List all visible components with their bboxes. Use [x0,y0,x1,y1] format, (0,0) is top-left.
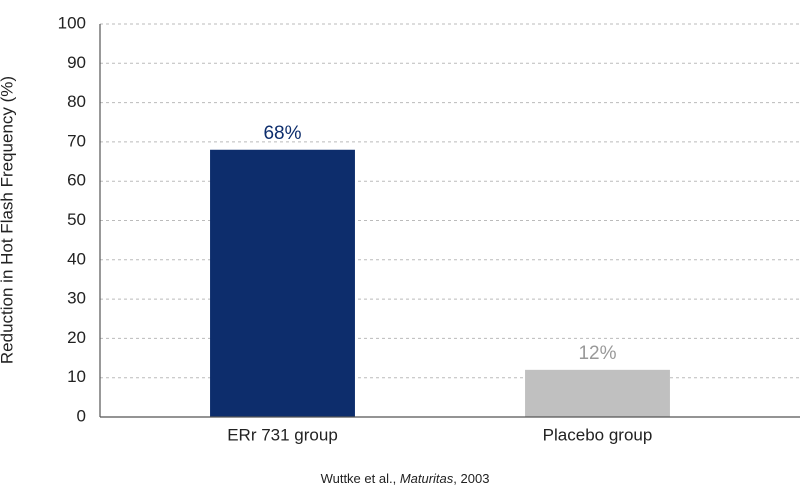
y-tick-label: 70 [67,131,86,150]
source-part: , 2003 [453,471,489,486]
source-part: Wuttke et al., [321,471,400,486]
y-tick-label: 40 [67,249,86,268]
y-tick-label: 50 [67,210,86,229]
x-tick-label: Placebo group [543,425,653,444]
source-part: Maturitas [400,471,454,486]
y-tick-label: 10 [67,367,86,386]
y-axis-label: Reduction in Hot Flash Frequency (%) [0,76,16,364]
value-label: 12% [578,343,616,364]
y-tick-label: 100 [58,13,86,32]
bar [525,369,670,417]
y-tick-label: 30 [67,289,86,308]
y-tick-label: 60 [67,171,86,190]
y-tick-label: 0 [77,406,86,425]
y-tick-label: 80 [67,92,86,111]
source-note: Wuttke et al., Maturitas, 2003 [321,471,490,486]
x-tick-label: ERr 731 group [227,425,338,444]
y-tick-label: 20 [67,328,86,347]
y-tick-label: 90 [67,53,86,72]
bar [210,149,355,417]
value-label: 68% [263,123,301,144]
